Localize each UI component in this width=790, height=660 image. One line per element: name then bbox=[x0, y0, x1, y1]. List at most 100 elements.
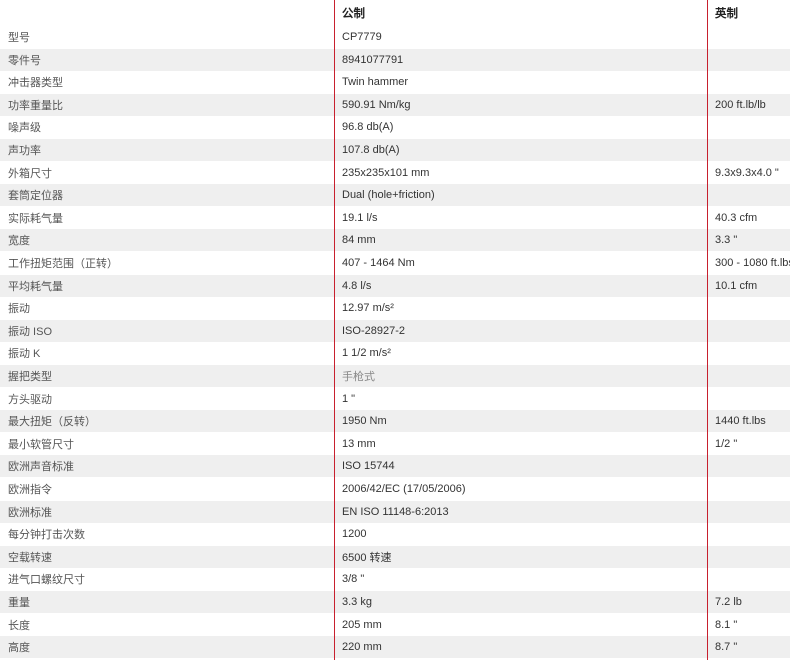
metric-value: Twin hammer bbox=[342, 76, 409, 89]
metric-value: 205 mm bbox=[342, 618, 382, 631]
metric-value: 手枪式 bbox=[342, 371, 375, 383]
imperial-value: 8.1 " bbox=[715, 618, 738, 631]
spec-label: 宽度 bbox=[8, 235, 30, 248]
metric-value: 96.8 db(A) bbox=[342, 121, 394, 134]
spec-row: 宽度 84 mm 3.3 " bbox=[0, 229, 790, 252]
spec-row: 长度 205 mm 8.1 " bbox=[0, 614, 790, 636]
imperial-value: 10.1 cfm bbox=[715, 279, 758, 292]
spec-row: 声功率 107.8 db(A) bbox=[0, 139, 790, 161]
spec-row: 振动 12.97 m/s² bbox=[0, 297, 790, 319]
spec-label: 握把类型 bbox=[8, 371, 52, 383]
metric-value: 107.8 db(A) bbox=[342, 144, 400, 156]
imperial-value: 200 ft.lb/lb bbox=[715, 98, 766, 111]
spec-row: 振动 K 1 1/2 m/s² bbox=[0, 342, 790, 364]
spec-row: 平均耗气量 4.8 l/s 10.1 cfm bbox=[0, 274, 790, 297]
metric-value: 84 mm bbox=[342, 234, 376, 247]
metric-value: 1 1/2 m/s² bbox=[342, 347, 391, 360]
metric-value: EN ISO 11148-6:2013 bbox=[342, 505, 449, 518]
header-cell: 英制 bbox=[715, 8, 738, 20]
spec-row: 工作扭矩范围（正转） 407 - 1464 Nm 300 - 1080 ft.lbs bbox=[0, 252, 790, 274]
metric-value: 3/8 " bbox=[342, 573, 365, 586]
spec-label: 振动 bbox=[8, 303, 30, 316]
spec-row: 进气口螺纹尺寸 3/8 " bbox=[0, 568, 790, 590]
imperial-value: 1440 ft.lbs bbox=[715, 415, 766, 428]
spec-label: 外箱尺寸 bbox=[8, 167, 52, 180]
imperial-value: 8.7 " bbox=[715, 641, 738, 654]
spec-row: 握把类型 手枪式 bbox=[0, 365, 790, 387]
spec-label: 型号 bbox=[8, 32, 30, 44]
spec-row: 重量 3.3 kg 7.2 lb bbox=[0, 591, 790, 613]
spec-label: 每分钟打击次数 bbox=[8, 529, 85, 542]
metric-value: ISO-28927-2 bbox=[342, 324, 405, 337]
spec-label: 进气口螺纹尺寸 bbox=[8, 574, 85, 587]
spec-label: 方头驱动 bbox=[8, 393, 52, 406]
metric-value: 3.3 kg bbox=[342, 596, 372, 608]
spec-row: 外箱尺寸 235x235x101 mm 9.3x9.3x4.0 " bbox=[0, 162, 790, 184]
spec-label: 声功率 bbox=[8, 145, 41, 157]
spec-label: 噪声级 bbox=[8, 122, 41, 135]
spec-label: 重量 bbox=[8, 597, 30, 609]
imperial-value: 1/2 " bbox=[715, 437, 738, 450]
metric-value: 1 " bbox=[342, 392, 356, 405]
spec-label: 欧洲指令 bbox=[8, 484, 52, 496]
spec-label: 振动 ISO bbox=[8, 325, 53, 338]
spec-row: 型号 CP7779 bbox=[0, 26, 790, 48]
metric-value: 12.97 m/s² bbox=[342, 302, 394, 315]
imperial-value: 40.3 cfm bbox=[715, 211, 758, 224]
header-row: 公制 英制 bbox=[0, 0, 790, 26]
spec-row: 功率重量比 590.91 Nm/kg 200 ft.lb/lb bbox=[0, 93, 790, 116]
metric-value: 590.91 Nm/kg bbox=[342, 98, 411, 111]
metric-value: 4.8 l/s bbox=[342, 279, 372, 292]
spec-label: 长度 bbox=[8, 619, 30, 632]
spec-row: 振动 ISO ISO-28927-2 bbox=[0, 319, 790, 342]
metric-value: 2006/42/EC (17/05/2006) bbox=[342, 483, 466, 495]
spec-label: 套筒定位器 bbox=[8, 190, 63, 203]
spec-label: 平均耗气量 bbox=[8, 280, 63, 293]
spec-row: 实际耗气量 19.1 l/s 40.3 cfm bbox=[0, 207, 790, 229]
column-divider bbox=[707, 0, 708, 660]
metric-value: 8941077791 bbox=[342, 53, 404, 66]
metric-value: 6500 转速 bbox=[342, 551, 392, 564]
metric-value: 1200 bbox=[342, 528, 367, 541]
metric-value: ISO 15744 bbox=[342, 460, 395, 473]
spec-label: 空载转速 bbox=[8, 551, 52, 564]
spec-label: 零件号 bbox=[8, 54, 41, 67]
metric-value: Dual (hole+friction) bbox=[342, 189, 435, 202]
column-divider bbox=[334, 0, 335, 660]
metric-value: 220 mm bbox=[342, 641, 382, 654]
spec-row: 空载转速 6500 转速 bbox=[0, 545, 790, 568]
metric-value: 13 mm bbox=[342, 437, 376, 450]
spec-label: 最大扭矩（反转） bbox=[8, 416, 96, 429]
spec-label: 欧洲声音标准 bbox=[8, 461, 74, 474]
spec-row: 每分钟打击次数 1200 bbox=[0, 523, 790, 545]
metric-value: 19.1 l/s bbox=[342, 211, 378, 224]
spec-row: 方头驱动 1 " bbox=[0, 388, 790, 410]
spec-label: 工作扭矩范围（正转） bbox=[8, 258, 118, 270]
spec-row: 套筒定位器 Dual (hole+friction) bbox=[0, 184, 790, 207]
spec-row: 零件号 8941077791 bbox=[0, 48, 790, 71]
spec-row: 高度 220 mm 8.7 " bbox=[0, 636, 790, 659]
imperial-value: 300 - 1080 ft.lbs bbox=[715, 257, 790, 269]
metric-value: 1950 Nm bbox=[342, 415, 387, 428]
spec-row: 欧洲标准 EN ISO 11148-6:2013 bbox=[0, 500, 790, 523]
imperial-value: 3.3 " bbox=[715, 234, 738, 247]
imperial-value: 7.2 lb bbox=[715, 596, 742, 608]
spec-label: 欧洲标准 bbox=[8, 506, 52, 519]
spec-row: 最大扭矩（反转） 1950 Nm 1440 ft.lbs bbox=[0, 410, 790, 433]
spec-label: 实际耗气量 bbox=[8, 212, 63, 225]
metric-value: CP7779 bbox=[342, 31, 382, 43]
metric-value: 235x235x101 mm bbox=[342, 166, 430, 179]
spec-row: 欧洲指令 2006/42/EC (17/05/2006) bbox=[0, 478, 790, 500]
spec-row: 噪声级 96.8 db(A) bbox=[0, 116, 790, 138]
metric-value: 407 - 1464 Nm bbox=[342, 257, 415, 269]
spec-label: 高度 bbox=[8, 642, 30, 655]
spec-row: 最小软管尺寸 13 mm 1/2 " bbox=[0, 433, 790, 455]
spec-label: 最小软管尺寸 bbox=[8, 438, 74, 451]
spec-label: 冲击器类型 bbox=[8, 77, 63, 90]
spec-row: 欧洲声音标准 ISO 15744 bbox=[0, 455, 790, 478]
header-cell: 公制 bbox=[342, 8, 365, 20]
spec-row: 冲击器类型 Twin hammer bbox=[0, 71, 790, 93]
imperial-value: 9.3x9.3x4.0 " bbox=[715, 166, 779, 179]
spec-label: 功率重量比 bbox=[8, 99, 63, 112]
